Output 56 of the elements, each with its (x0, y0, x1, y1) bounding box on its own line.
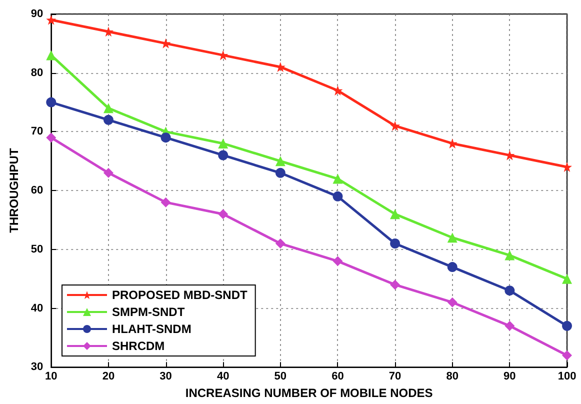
legend-label: HLAHT-SNDM (112, 322, 192, 336)
y-axis-title: THROUGHPUT (7, 148, 21, 233)
point (103, 103, 114, 114)
y-tick-label: 40 (30, 302, 44, 314)
point (218, 138, 228, 148)
x-tick-label: 40 (216, 370, 230, 383)
point (332, 256, 343, 266)
point (447, 297, 458, 308)
y-tick-label: 50 (30, 243, 44, 256)
point (46, 14, 56, 25)
x-tick-label: 30 (160, 370, 172, 383)
point (275, 168, 286, 178)
point (46, 97, 56, 108)
x-tick-label: 10 (45, 370, 58, 383)
point (275, 156, 286, 166)
point (160, 197, 171, 208)
point (390, 120, 400, 131)
point (332, 174, 343, 184)
point (504, 286, 515, 296)
point (218, 209, 228, 220)
point (390, 280, 400, 290)
x-tick-label: 100 (558, 370, 576, 383)
point (562, 350, 572, 360)
y-tick-label: 90 (30, 8, 44, 20)
point (390, 238, 400, 249)
point (447, 262, 458, 272)
point (46, 132, 56, 143)
point (103, 114, 114, 125)
point (562, 274, 572, 284)
point (332, 86, 343, 96)
x-axis-title: INCREASING NUMBER OF MOBILE NODES (185, 386, 433, 400)
legend-label: PROPOSED MBD-SNDT (112, 288, 248, 302)
point (447, 232, 458, 243)
point (46, 50, 56, 60)
point (504, 250, 515, 260)
y-tick-label: 30 (30, 361, 44, 374)
point (275, 238, 286, 249)
legend-label: SHRCDM (112, 339, 165, 353)
x-tick-label: 80 (446, 370, 458, 383)
y-tick-label: 60 (30, 184, 44, 197)
x-tick-label: 60 (332, 370, 344, 383)
legend-label: SMPM-SNDT (112, 305, 186, 319)
x-tick-label: 70 (388, 370, 402, 383)
x-tick-label: 90 (504, 370, 516, 383)
point (218, 150, 228, 160)
x-tick-label: 20 (102, 370, 115, 383)
x-tick-label: 50 (274, 370, 287, 383)
point (103, 168, 114, 178)
point (332, 191, 343, 202)
point (160, 132, 171, 143)
point (504, 320, 515, 331)
point (562, 162, 572, 172)
y-tick-label: 70 (30, 126, 44, 138)
point (390, 209, 400, 220)
point (562, 320, 572, 331)
y-tick-label: 80 (30, 66, 44, 79)
